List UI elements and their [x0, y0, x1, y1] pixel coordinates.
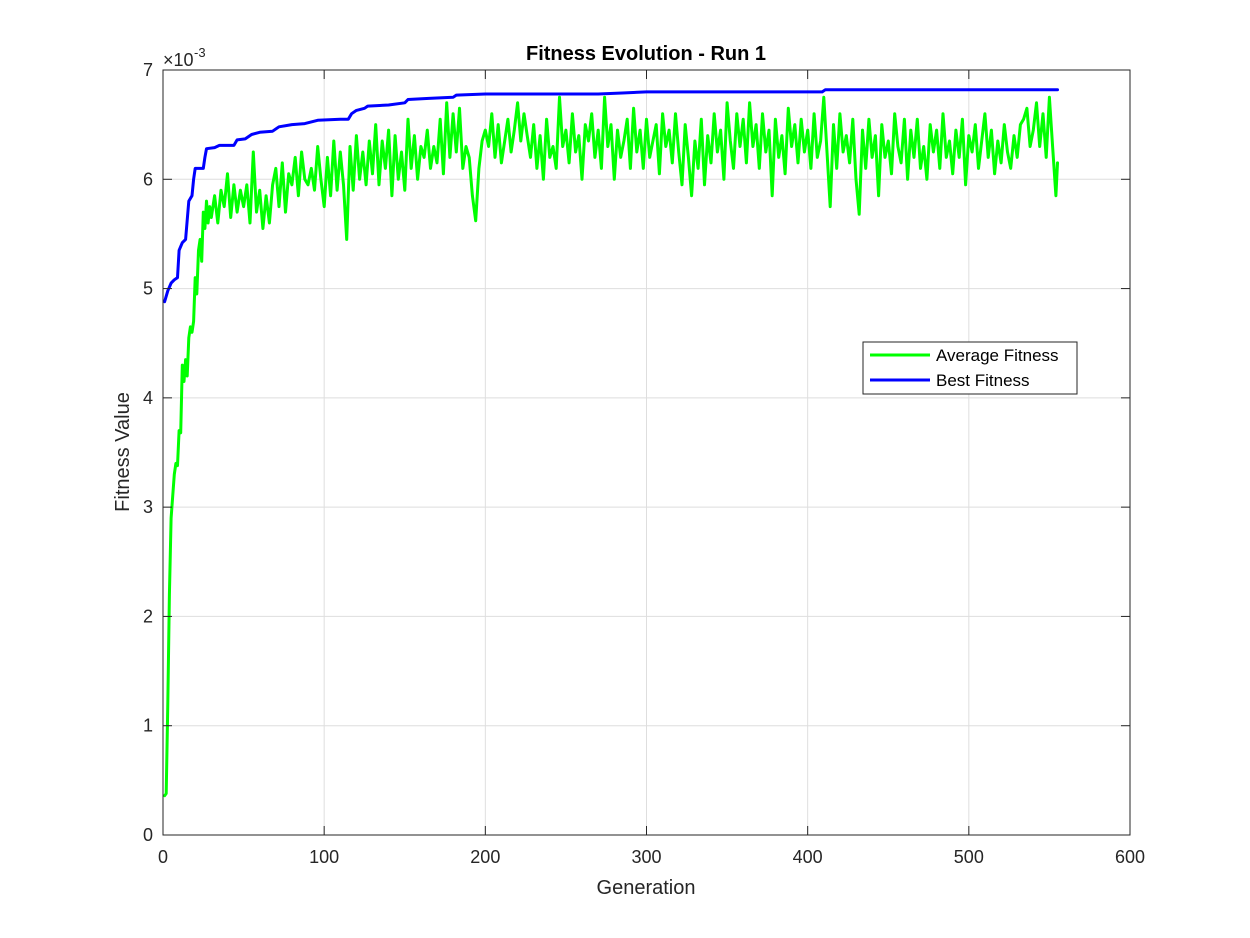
y-axis: 0 1 2 3 4 5 6 7 [143, 60, 1130, 845]
y-tick-label: 1 [143, 716, 153, 736]
legend-label-best: Best Fitness [936, 371, 1030, 390]
legend: Average Fitness Best Fitness [862, 341, 1078, 395]
y-tick-label: 3 [143, 497, 153, 517]
y-axis-label: Fitness Value [112, 392, 134, 512]
chart-title: Fitness Evolution - Run 1 [526, 43, 766, 65]
y-exponent-base: ×10 [163, 50, 194, 70]
series-line-average-fitness [163, 95, 1059, 798]
x-tick-label: 500 [954, 847, 984, 867]
x-tick-label: 300 [631, 847, 661, 867]
x-axis: 0 100 200 300 400 500 600 [158, 70, 1145, 867]
y-exponent-power: -3 [194, 45, 206, 60]
x-tick-label: 0 [158, 847, 168, 867]
x-axis-label: Generation [597, 877, 696, 899]
series-layer [163, 88, 1059, 798]
y-tick-label: 2 [143, 606, 153, 626]
x-tick-label: 600 [1115, 847, 1145, 867]
x-tick-label: 100 [309, 847, 339, 867]
legend-label-average: Average Fitness [936, 346, 1059, 365]
x-tick-label: 200 [470, 847, 500, 867]
y-tick-label: 5 [143, 279, 153, 299]
series-line-best-fitness [163, 88, 1059, 304]
legend-box [862, 341, 1078, 395]
x-tick-label: 400 [793, 847, 823, 867]
y-tick-label: 0 [143, 825, 153, 845]
y-tick-label: 4 [143, 388, 153, 408]
y-exponent: ×10 -3 [163, 45, 206, 70]
y-tick-label: 6 [143, 169, 153, 189]
y-tick-label: 7 [143, 60, 153, 80]
